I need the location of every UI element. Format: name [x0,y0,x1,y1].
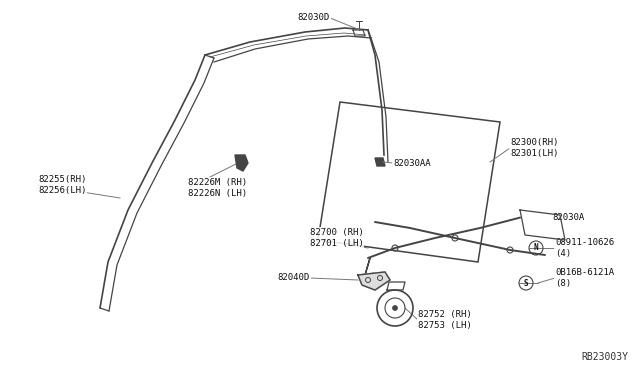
Text: 82700 (RH)
82701 (LH): 82700 (RH) 82701 (LH) [310,228,364,248]
Text: 82300(RH)
82301(LH): 82300(RH) 82301(LH) [510,138,558,158]
Text: 82030A: 82030A [552,214,584,222]
Text: 82255(RH)
82256(LH): 82255(RH) 82256(LH) [38,175,86,195]
Text: 82226M (RH)
82226N (LH): 82226M (RH) 82226N (LH) [188,178,247,198]
Text: 08911-10626
(4): 08911-10626 (4) [555,238,614,258]
Text: 82752 (RH)
82753 (LH): 82752 (RH) 82753 (LH) [418,310,472,330]
Text: 82030AA: 82030AA [393,158,431,167]
Text: 82030D: 82030D [298,13,330,22]
Circle shape [392,305,397,311]
Text: 82040D: 82040D [278,273,310,282]
Polygon shape [358,272,390,290]
Text: S: S [524,279,528,288]
Text: RB23003Y: RB23003Y [581,352,628,362]
Polygon shape [235,155,248,171]
Polygon shape [520,210,565,240]
Polygon shape [375,158,385,166]
Text: 0B16B-6121A
(8): 0B16B-6121A (8) [555,268,614,288]
Text: N: N [534,244,538,253]
